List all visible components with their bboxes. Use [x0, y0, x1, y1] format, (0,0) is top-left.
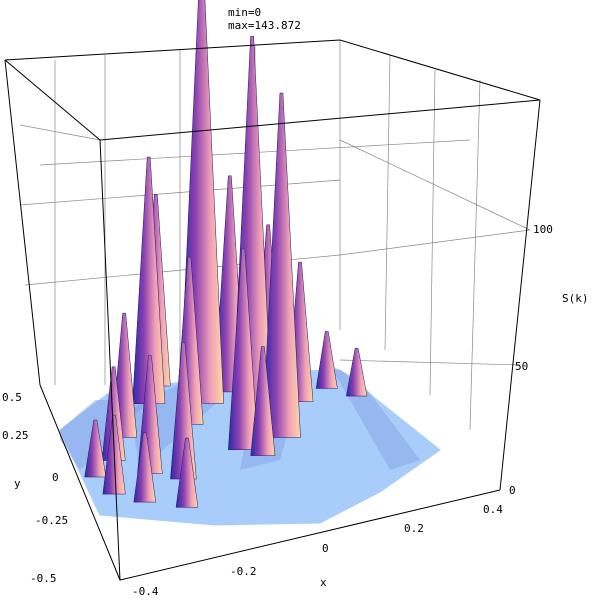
y-tick-label: 0.25 [2, 429, 29, 442]
x-tick-label: -0.4 [132, 585, 159, 598]
surface-peak [133, 432, 157, 503]
x-tick-label: 0 [322, 542, 329, 555]
grid-line [384, 54, 391, 351]
y-tick-label: 0 [52, 471, 59, 484]
max-label: max=143.872 [228, 19, 301, 32]
surface-peak [84, 419, 107, 478]
tick-labels: -0.4 -0.2 0 0.2 0.4 0.5 0.25 0 -0.25 -0.5 0 50 100 [2, 223, 553, 598]
z-tick-label: 50 [515, 360, 528, 373]
surface-peak [315, 331, 338, 389]
surface-peak [262, 92, 301, 438]
y-tick-label: -0.5 [30, 572, 57, 585]
z-tick-label: 0 [509, 484, 516, 497]
grid-line [339, 229, 531, 256]
grid-line [469, 79, 481, 431]
y-tick-label: -0.25 [35, 514, 68, 527]
x-tick-label: 0.4 [483, 503, 503, 516]
z-tick-label: 100 [533, 223, 553, 236]
surface-peak [250, 346, 276, 456]
surface-peak [175, 437, 199, 508]
grid-line [19, 124, 101, 141]
grid-line [339, 359, 521, 366]
grid-lines [19, 40, 531, 431]
peaks [84, 0, 368, 508]
min-label: min=0 [228, 6, 261, 19]
grid-line [429, 69, 436, 396]
x-tick-label: -0.2 [230, 565, 257, 578]
grid-line [339, 139, 531, 231]
bounding-box [4, 39, 541, 581]
y-axis-label: y [14, 477, 21, 490]
x-axis-label: x [320, 576, 327, 589]
surface-peak [345, 347, 368, 397]
x-tick-label: 0.2 [404, 522, 424, 535]
z-axis-label: S(k) [562, 292, 589, 305]
surface-peak [228, 248, 259, 450]
y-tick-label: 0.5 [2, 391, 22, 404]
